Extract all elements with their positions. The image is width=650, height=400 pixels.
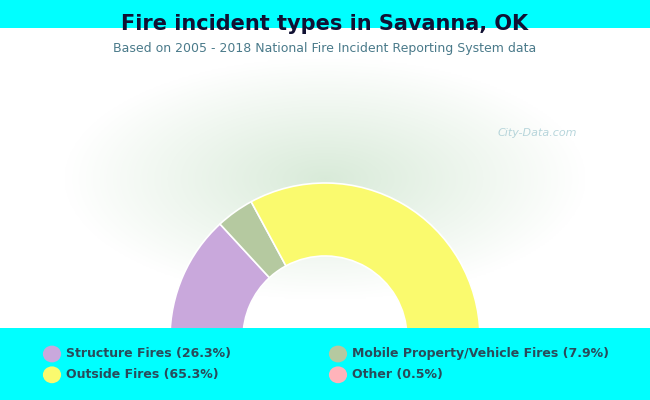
Text: Mobile Property/Vehicle Fires (7.9%): Mobile Property/Vehicle Fires (7.9%) xyxy=(352,348,609,360)
Text: Other (0.5%): Other (0.5%) xyxy=(352,368,443,381)
Wedge shape xyxy=(251,183,480,337)
Wedge shape xyxy=(407,336,480,338)
Wedge shape xyxy=(170,224,270,338)
Text: Based on 2005 - 2018 National Fire Incident Reporting System data: Based on 2005 - 2018 National Fire Incid… xyxy=(113,42,537,55)
Text: Outside Fires (65.3%): Outside Fires (65.3%) xyxy=(66,368,219,381)
Text: Structure Fires (26.3%): Structure Fires (26.3%) xyxy=(66,348,231,360)
Text: City-Data.com: City-Data.com xyxy=(497,128,577,138)
Wedge shape xyxy=(220,202,286,278)
Text: Fire incident types in Savanna, OK: Fire incident types in Savanna, OK xyxy=(122,14,528,34)
